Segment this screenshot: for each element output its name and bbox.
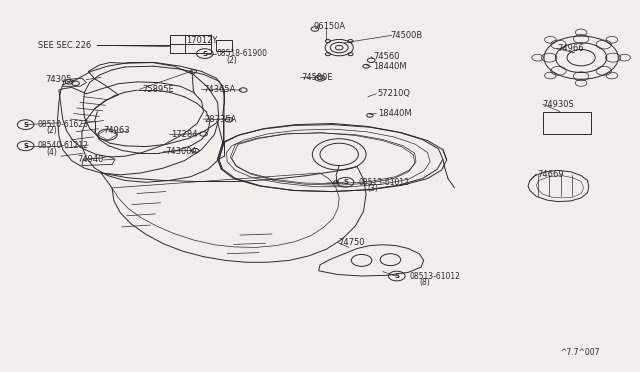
Text: 74560: 74560	[373, 52, 399, 61]
Text: (4): (4)	[46, 148, 57, 157]
Text: (3): (3)	[367, 185, 378, 193]
Text: (8): (8)	[419, 278, 430, 287]
Text: 74750: 74750	[338, 238, 364, 247]
Text: 74300A: 74300A	[165, 147, 197, 156]
Text: 17284: 17284	[172, 130, 198, 139]
Text: 08518-61900: 08518-61900	[216, 49, 268, 58]
Bar	[216, 40, 232, 51]
Text: S: S	[202, 51, 207, 57]
Text: 57210Q: 57210Q	[378, 89, 411, 98]
Text: 18440M: 18440M	[378, 109, 412, 118]
Text: 74500B: 74500B	[390, 31, 422, 40]
Text: SEE SEC.226: SEE SEC.226	[38, 41, 92, 50]
Text: ^7.7^007: ^7.7^007	[560, 348, 600, 357]
Text: S: S	[343, 179, 348, 185]
Text: 74500E: 74500E	[301, 73, 332, 81]
Text: (2): (2)	[226, 56, 237, 65]
Text: 74305: 74305	[45, 75, 71, 84]
Text: 74940: 74940	[77, 155, 103, 164]
Bar	[543, 112, 591, 134]
Text: 75895E: 75895E	[142, 85, 174, 94]
Text: 74669: 74669	[538, 170, 564, 179]
Text: 96150A: 96150A	[314, 22, 346, 31]
Text: 08510-61623: 08510-61623	[37, 120, 88, 129]
Text: 18440M: 18440M	[373, 62, 407, 71]
Text: S: S	[23, 122, 28, 128]
Text: 74365A: 74365A	[204, 85, 236, 94]
Text: (2): (2)	[46, 126, 57, 135]
Text: 74966: 74966	[557, 44, 584, 53]
Text: 28735A: 28735A	[205, 115, 237, 124]
Text: S: S	[394, 273, 399, 279]
Text: 74963: 74963	[104, 126, 131, 135]
Bar	[170, 35, 211, 53]
Text: 08540-61212: 08540-61212	[37, 141, 88, 150]
Text: 17012Y: 17012Y	[186, 36, 217, 45]
Text: 08513-61012: 08513-61012	[410, 272, 460, 280]
Text: S: S	[23, 143, 28, 149]
Text: 74930S: 74930S	[543, 100, 575, 109]
Text: 08513-61012: 08513-61012	[358, 178, 409, 187]
